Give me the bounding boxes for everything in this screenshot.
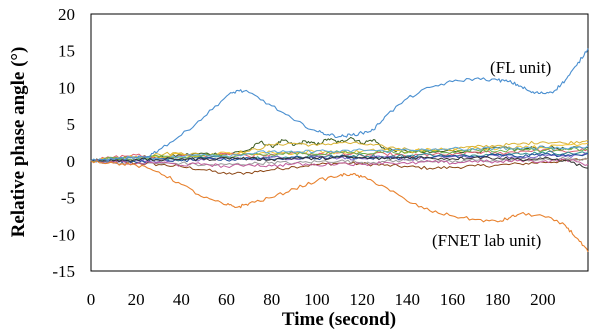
x-tick-labels: 0 20 40 60 80 100 120 140 160 180 200 [87,290,556,309]
x-tick-label: 180 [485,290,511,309]
y-tick-label: -5 [61,189,75,208]
y-tick-labels: -15 -10 -5 0 5 10 15 20 [52,5,75,281]
x-tick-label: 80 [263,290,280,309]
x-tick-label: 100 [304,290,330,309]
series-line [90,155,589,169]
y-axis-title: Relative phase angle (°) [8,47,29,238]
annotation-fl-unit: (FL unit) [490,58,551,77]
series-line [90,158,589,168]
series-line [90,153,589,164]
x-tick-label: 140 [395,290,421,309]
series-line-fnet-lab-unit [90,160,589,253]
y-tick-label: -15 [52,262,75,281]
x-tick-label: 60 [218,290,235,309]
x-tick-label: 20 [128,290,145,309]
y-tick-label: 20 [58,5,75,24]
y-tick-label: 5 [67,115,76,134]
y-tick-label: 0 [67,152,76,171]
series-line-fl-unit [90,48,589,163]
y-tick-label: 10 [58,78,75,97]
series-line [90,139,589,163]
x-tick-label: 40 [173,290,190,309]
series-line [90,145,589,162]
y-tick-label: -10 [52,225,75,244]
x-tick-label: 0 [87,290,96,309]
plot-area-frame [90,13,589,272]
x-tick-label: 120 [349,290,375,309]
x-tick-label: 200 [530,290,556,309]
annotation-fnet-lab-unit: (FNET lab unit) [432,231,541,250]
series-layer [90,48,589,253]
y-tick-label: 15 [58,42,75,61]
x-axis-title: Time (second) [282,309,396,330]
x-tick-label: 160 [440,290,466,309]
